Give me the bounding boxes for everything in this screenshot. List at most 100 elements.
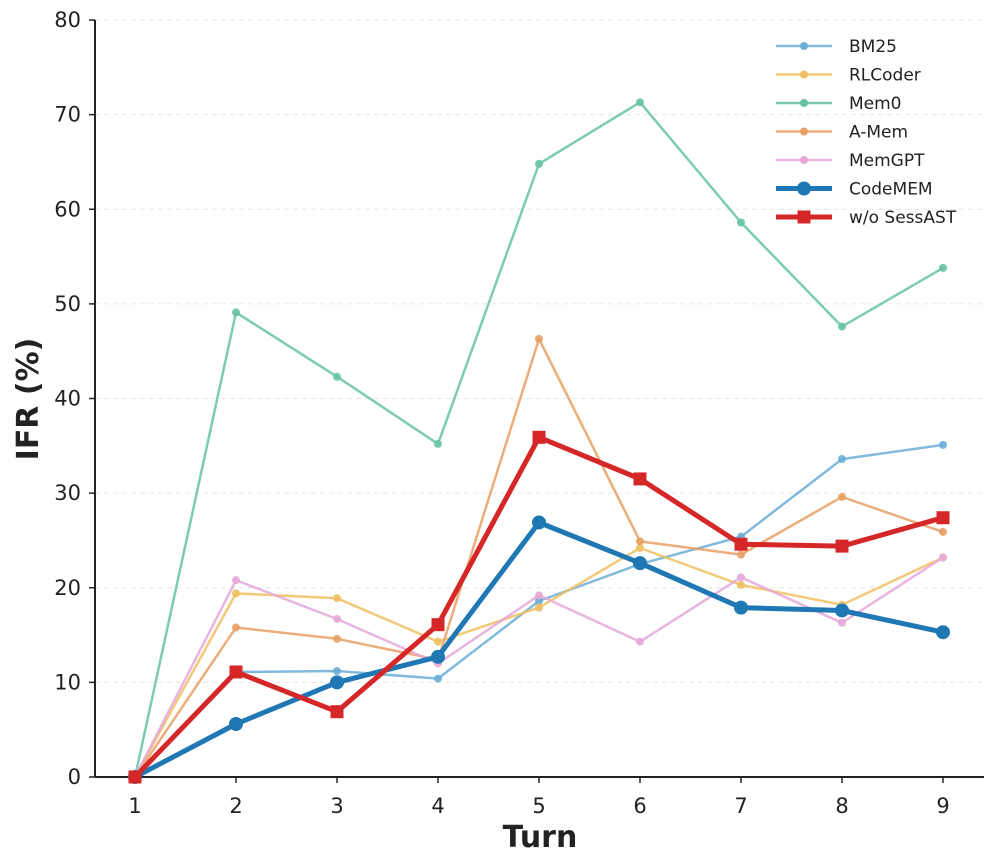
series-line-memgpt <box>133 556 944 778</box>
data-point <box>434 439 442 448</box>
y-tick-label: 60 <box>54 197 81 221</box>
x-tick-label: 1 <box>128 794 141 818</box>
data-point <box>633 556 647 571</box>
data-point <box>838 455 846 464</box>
x-tick-label: 8 <box>835 794 848 818</box>
legend-label: BM25 <box>849 37 897 57</box>
y-tick-label: 80 <box>54 8 81 32</box>
gridlines <box>95 19 984 683</box>
legend-label: w/o SessAST <box>849 208 957 228</box>
legend-label: CodeMEM <box>849 180 933 200</box>
legend-swatch-marker <box>800 42 808 50</box>
data-point <box>936 511 950 525</box>
x-tick-label: 4 <box>431 794 444 818</box>
data-point <box>431 649 445 664</box>
y-axis-title: IFR (%) <box>11 338 46 461</box>
legend-item-bm25: BM25 <box>776 37 897 57</box>
data-point <box>535 591 543 600</box>
series-a-mem <box>131 334 947 781</box>
legend-item-codemem: CodeMEM <box>776 180 933 200</box>
legend-item-w-o-sessast: w/o SessAST <box>776 208 957 228</box>
data-point <box>232 308 240 317</box>
series-mem0 <box>131 98 947 781</box>
data-point <box>532 430 546 444</box>
data-point <box>333 594 341 603</box>
data-point <box>431 618 445 632</box>
series-line-rlcoder <box>133 546 944 778</box>
data-point <box>939 440 947 449</box>
data-point <box>835 539 849 553</box>
data-point <box>330 705 344 719</box>
legend-swatch-marker <box>800 127 808 136</box>
y-tick-label: 20 <box>54 576 81 600</box>
y-tick-label: 70 <box>54 103 81 127</box>
series-rlcoder <box>131 544 947 781</box>
data-point <box>737 550 745 559</box>
data-point <box>838 322 846 331</box>
legend: BM25 RLCoder Mem0 A-Mem MemGPT CodeMEM w/o Ses… <box>776 37 957 228</box>
legend-item-rlcoder: RLCoder <box>776 66 921 86</box>
data-point <box>734 600 748 615</box>
data-point <box>128 770 142 784</box>
data-point <box>636 637 644 646</box>
data-point <box>333 667 341 676</box>
data-point <box>434 637 442 646</box>
data-point <box>229 717 243 732</box>
data-point <box>737 580 745 589</box>
legend-swatch-marker <box>800 156 808 164</box>
data-point <box>333 372 341 381</box>
data-point <box>333 614 341 623</box>
data-point <box>535 334 543 343</box>
series-w-o-sessast <box>128 430 950 784</box>
data-point <box>532 515 546 530</box>
data-point <box>229 665 243 679</box>
data-point <box>737 218 745 227</box>
data-point <box>535 159 543 168</box>
legend-swatch-marker <box>800 70 808 79</box>
legend-item-memgpt: MemGPT <box>776 151 925 171</box>
x-tick-label: 5 <box>532 794 545 818</box>
data-point <box>535 603 543 612</box>
x-tick-labels: 1 2 3 4 5 6 7 8 9 <box>128 777 950 818</box>
y-tick-label: 40 <box>54 387 81 411</box>
data-point <box>936 625 950 640</box>
y-tick-label: 30 <box>54 481 81 505</box>
x-axis-title: Turn <box>503 820 578 855</box>
y-tick-label: 0 <box>68 765 81 789</box>
series-line-a-mem <box>133 337 944 778</box>
legend-label: Mem0 <box>849 94 902 114</box>
x-tick-label: 9 <box>936 794 949 818</box>
x-tick-label: 7 <box>734 794 747 818</box>
data-point <box>330 675 344 690</box>
legend-item-a-mem: A-Mem <box>776 123 908 143</box>
data-point <box>939 527 947 536</box>
data-point <box>734 537 748 551</box>
series-codemem <box>128 515 950 784</box>
x-tick-label: 6 <box>633 794 646 818</box>
data-point <box>232 623 240 632</box>
x-tick-label: 3 <box>330 794 343 818</box>
data-point <box>835 603 849 618</box>
legend-swatch-marker <box>797 181 811 196</box>
data-point <box>434 674 442 683</box>
legend-item-mem0: Mem0 <box>776 94 902 114</box>
legend-swatch-marker <box>800 99 808 107</box>
series-lines <box>128 98 950 784</box>
legend-label: MemGPT <box>849 151 925 171</box>
data-point <box>636 544 644 553</box>
data-point <box>633 472 647 486</box>
legend-label: RLCoder <box>849 66 921 86</box>
x-tick-label: 2 <box>229 794 242 818</box>
y-tick-label: 50 <box>54 292 81 316</box>
data-point <box>535 596 543 605</box>
y-tick-labels: 0 10 20 30 40 50 60 70 80 <box>54 8 95 789</box>
data-point <box>737 573 745 582</box>
data-point <box>333 634 341 643</box>
data-point <box>939 263 947 272</box>
data-point <box>939 553 947 562</box>
data-point <box>232 589 240 598</box>
legend-swatch-marker <box>797 210 811 224</box>
data-point <box>838 492 846 501</box>
data-point <box>232 576 240 585</box>
